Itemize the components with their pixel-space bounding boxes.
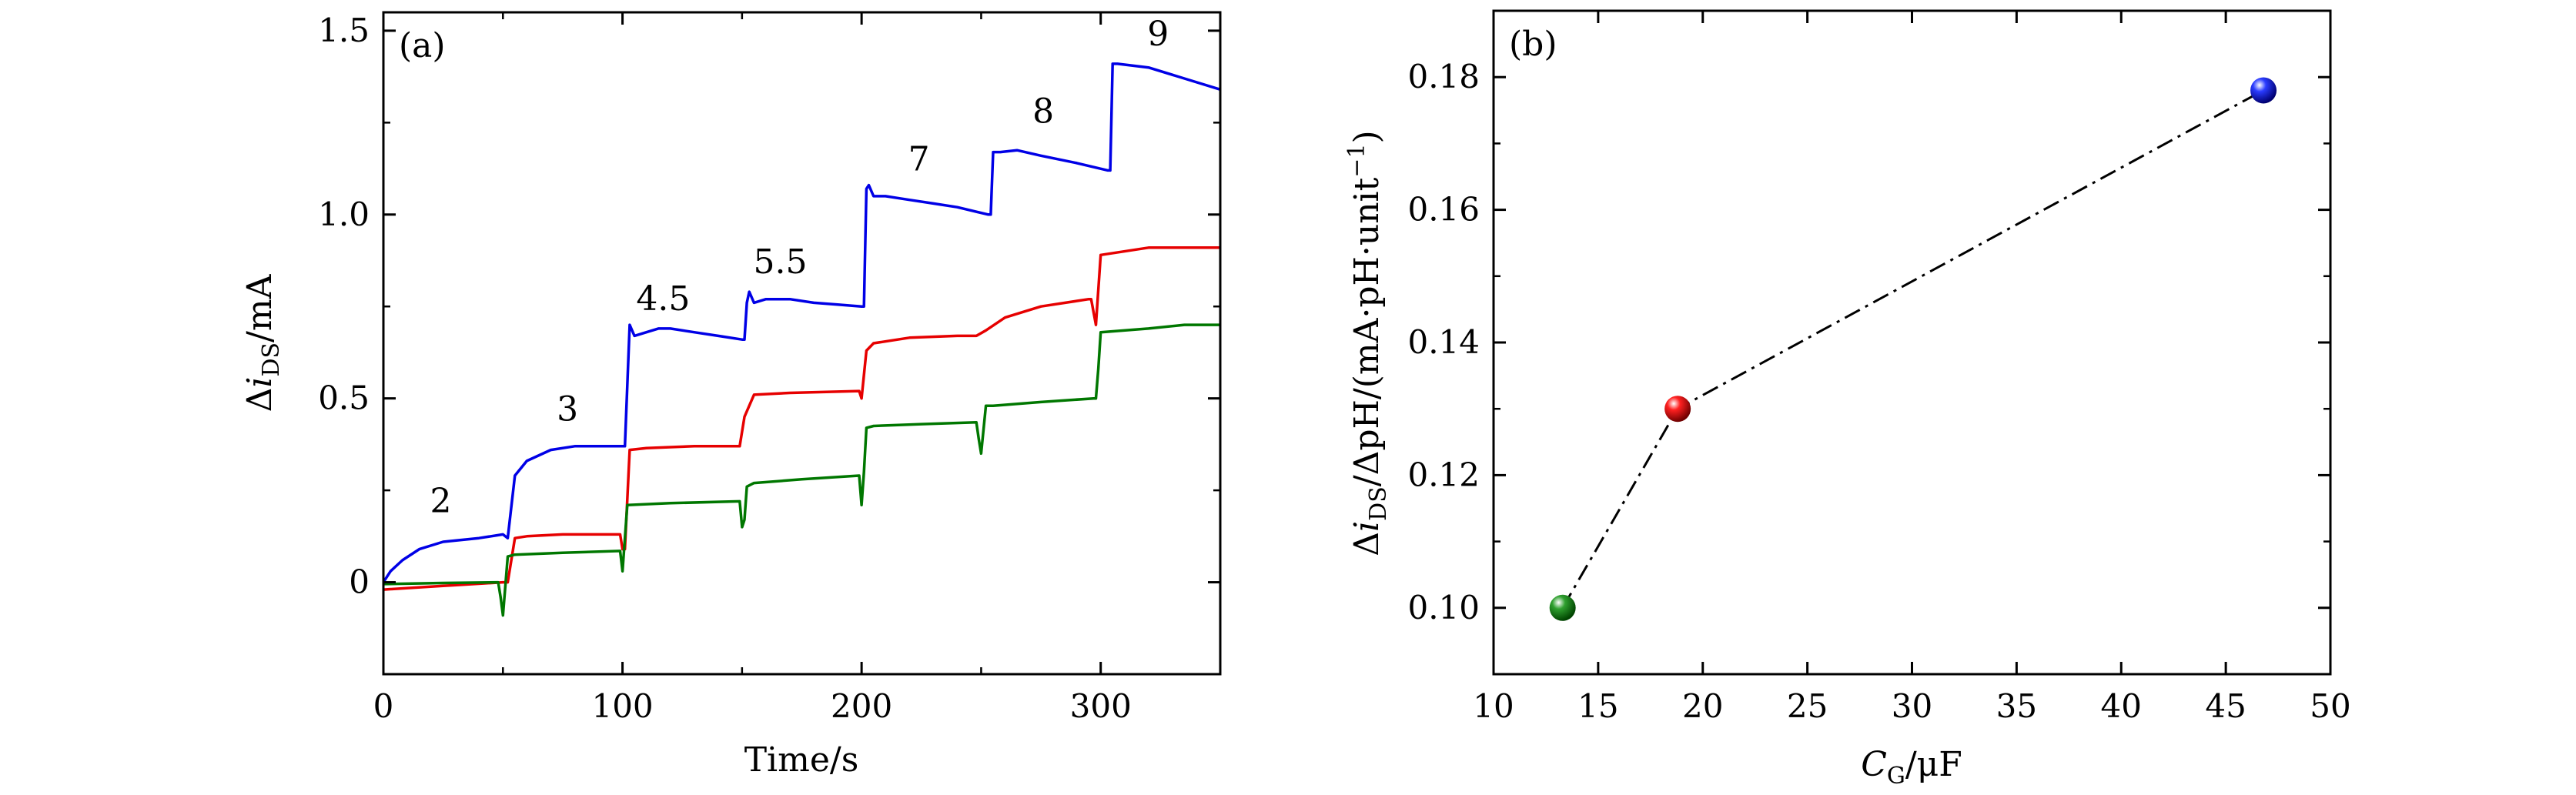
chart-b-ylabel-unit: /ΔpH/(mA·pH·unit [1347, 177, 1387, 486]
chart-b-xtick-label-3: 25 [1787, 687, 1828, 725]
chart-b-ytick-label-4: 0.18 [1407, 58, 1480, 95]
chart-b-xtick-label-5: 35 [1996, 687, 2037, 725]
chart-b-line-layer [1561, 89, 2264, 609]
chart-a-ylabel-sub: DS [258, 342, 285, 377]
chart-a-annotation-5: 8 [1032, 92, 1054, 131]
chart-a-xtick-label-0: 0 [373, 687, 394, 725]
chart-b-point-0 [1549, 594, 1576, 621]
chart-b-ytick-label-1: 0.12 [1407, 456, 1480, 493]
chart-a-annotation-1: 3 [557, 389, 578, 429]
chart-a-ylabel-unit: /mA [240, 273, 279, 342]
chart-a-series-line-0 [382, 62, 1221, 583]
chart-b-xtick-label-7: 45 [2205, 687, 2246, 725]
chart-a-y-axis-title: ΔiDS/mA [240, 273, 285, 412]
chart-a-annotation-4: 7 [908, 139, 930, 179]
chart-b-frame [1492, 9, 2332, 676]
chart-b-points-layer [1549, 77, 2277, 621]
chart-b-point-2 [2250, 77, 2277, 104]
chart-b-panel-label: (b) [1509, 25, 1557, 64]
chart-b-y-axis-title: ΔiDS/ΔpH/(mA·pH·unit−1) [1343, 130, 1392, 556]
chart-a-ytick-label-2: 1.0 [318, 195, 370, 233]
chart-b-ytick-label-0: 0.10 [1407, 589, 1480, 626]
chart-b-xtick-label-8: 50 [2310, 687, 2350, 725]
chart-b-x-axis-title: CG/μF [1861, 745, 1962, 790]
chart-b-xtick-label-2: 20 [1682, 687, 1723, 725]
chart-b-xtick-label-4: 30 [1892, 687, 1932, 725]
chart-a-frame [382, 11, 1222, 676]
chart-a-xtick-label-3: 300 [1070, 687, 1132, 725]
chart-b-ylabel-var: i [1347, 521, 1387, 532]
chart-a-annotation-2: 4.5 [636, 279, 690, 319]
chart-b-xtick-label-0: 10 [1473, 687, 1514, 725]
chart-b-xlabel-var: C [1861, 745, 1887, 784]
chart-a-ylabel-var: i [240, 377, 279, 388]
chart-b-ylabel-prefix: Δ [1347, 532, 1387, 556]
chart-a-ticks-layer: 0 100 200 300 0 0.5 1.0 1.5 [318, 12, 1220, 725]
chart-b-xtick-label-6: 40 [2101, 687, 2142, 725]
chart-a-annotation-layer: 2 3 4.5 5.5 7 8 9 [430, 15, 1169, 521]
chart-a-annotation-6: 9 [1147, 15, 1169, 54]
chart-b-ticks-layer: 10 15 20 25 30 35 40 45 50 0.10 0.12 0.14 0.16 0.18 [1407, 11, 2351, 725]
chart-a-ytick-label-0: 0 [349, 563, 370, 601]
chart-a-xtick-label-1: 100 [591, 687, 653, 725]
chart-a-x-axis-title: Time/s [744, 740, 859, 780]
chart-b-xlabel-unit: /μF [1905, 745, 1962, 784]
chart-a: 2 3 4.5 5.5 7 8 9 0 100 200 300 0 0.5 1.0 1.5 (a) Tim… [240, 11, 1222, 780]
chart-a-panel-label: (a) [399, 26, 446, 65]
chart-b-point-1 [1664, 396, 1691, 423]
chart-b-ylabel-sup: −1 [1343, 143, 1370, 177]
chart-a-series-line-1 [383, 246, 1220, 591]
chart-a-series-line-2 [383, 323, 1220, 617]
chart-a-ytick-label-3: 1.5 [318, 12, 370, 49]
chart-a-annotation-0: 2 [430, 482, 452, 521]
chart-b-ylabel-sub: DS [1365, 486, 1392, 521]
chart-a-ytick-label-1: 0.5 [318, 379, 370, 417]
chart-b-ytick-label-2: 0.14 [1407, 323, 1480, 361]
chart-a-ylabel-prefix: Δ [240, 388, 279, 413]
chart-b-ytick-label-3: 0.16 [1407, 191, 1480, 229]
chart-b-xtick-label-1: 15 [1577, 687, 1618, 725]
chart-a-xtick-label-2: 200 [831, 687, 892, 725]
chart-b-ylabel-close: ) [1347, 130, 1387, 143]
chart-b-xlabel-sub: G [1887, 763, 1905, 790]
chart-b: 10 15 20 25 30 35 40 45 50 0.10 0.12 0.14 0.16 0.18 (… [1343, 9, 2351, 790]
chart-a-annotation-3: 5.5 [754, 242, 808, 282]
chart-b-connector-line [1561, 89, 2264, 609]
chart-a-series-layer [382, 62, 1221, 617]
